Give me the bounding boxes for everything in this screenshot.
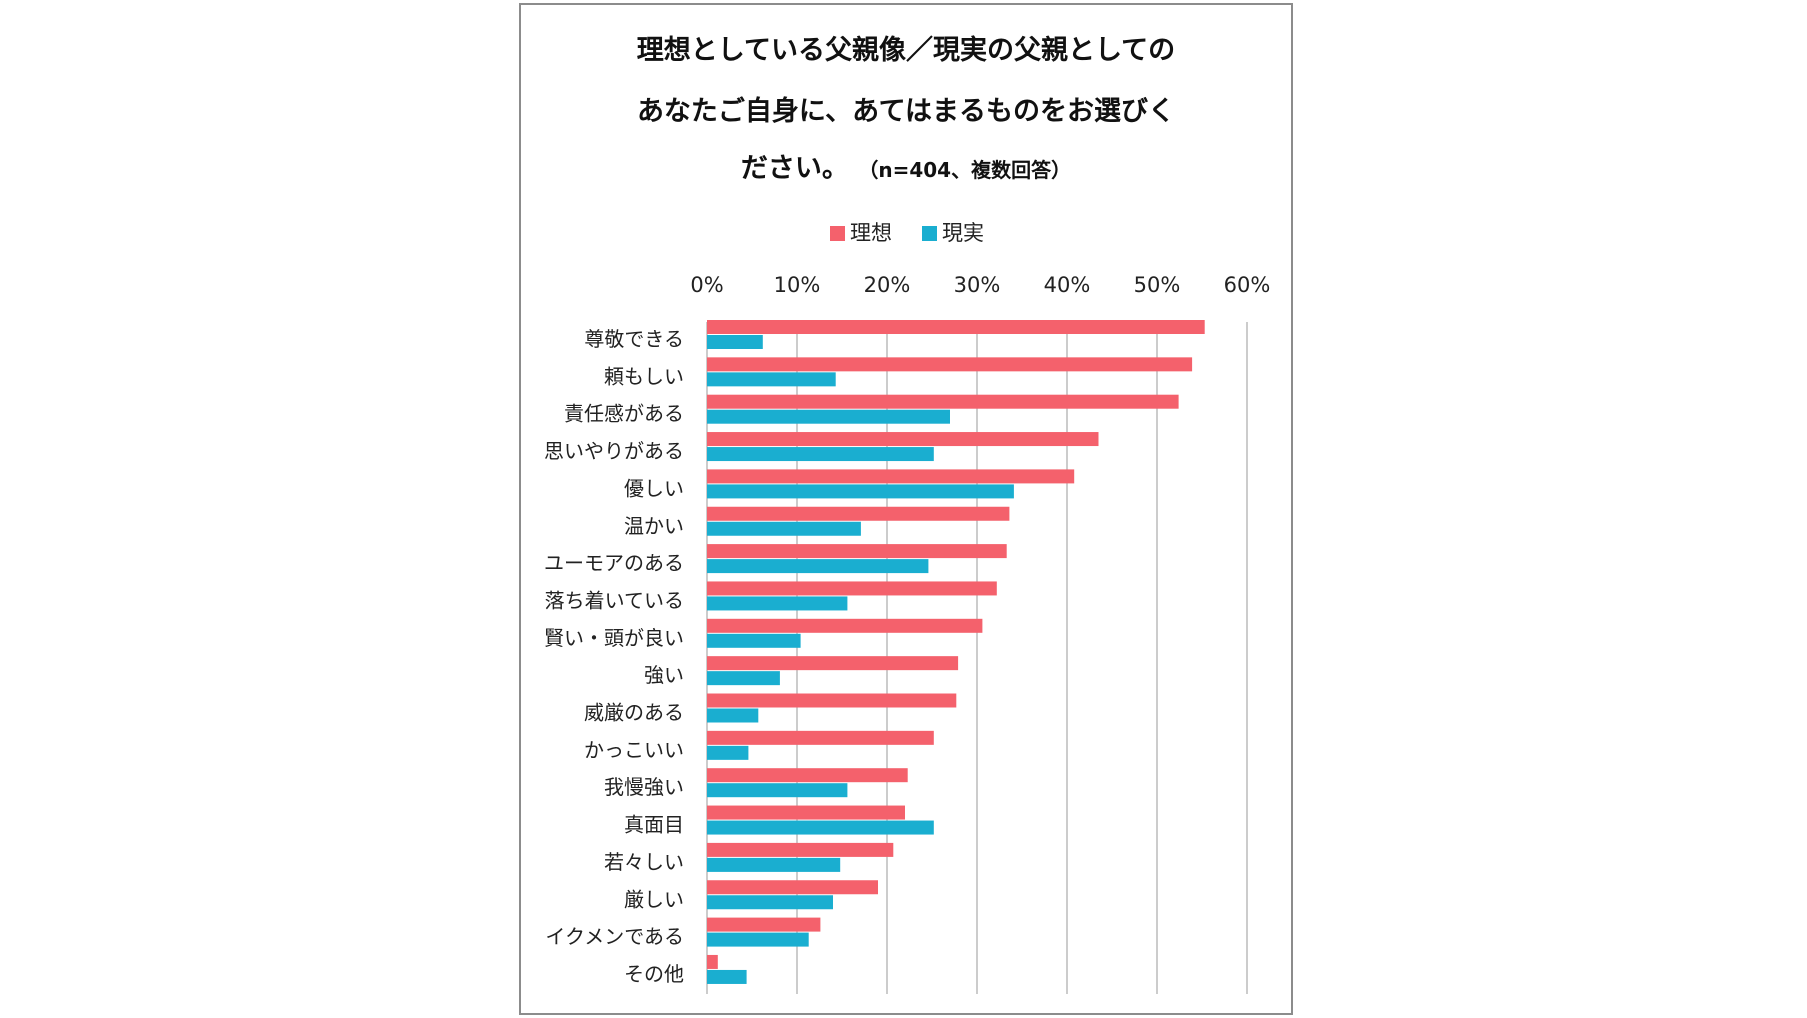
x-tick-label: 20% <box>864 273 911 297</box>
bar-ideal <box>707 432 1099 447</box>
category-label: 思いやりがある <box>544 439 684 463</box>
bar-ideal <box>707 656 959 671</box>
bar-actual <box>707 409 950 424</box>
category-label: 温かい <box>624 514 684 538</box>
bar-ideal <box>707 842 894 857</box>
chart-title-line-3-text: ださい。 <box>740 153 849 184</box>
bar-ideal <box>707 469 1075 484</box>
bar-actual <box>707 633 801 648</box>
bar-actual <box>707 671 780 686</box>
bar-actual <box>707 335 763 349</box>
x-tick-label: 60% <box>1224 273 1271 297</box>
category-label: その他 <box>624 962 684 986</box>
bar-ideal <box>707 730 934 745</box>
bar-ideal <box>707 544 1007 559</box>
category-label: 若々しい <box>604 850 684 874</box>
bar-actual <box>707 484 1014 499</box>
category-label: ユーモアのある <box>544 551 684 575</box>
chart-title-line-3: ださい。 （n=404、複数回答） <box>519 146 1293 185</box>
category-label: 真面目 <box>624 813 684 837</box>
category-label: 強い <box>644 663 684 687</box>
category-label: 責任感がある <box>564 402 684 426</box>
bar-ideal <box>707 394 1179 409</box>
category-label: 優しい <box>624 476 684 500</box>
category-label: イクメンである <box>545 925 684 949</box>
chart-title-line-1: 理想としている父親像／現実の父親としての <box>636 35 1176 66</box>
legend-label: 理想 <box>850 221 892 245</box>
category-label: かっこいい <box>584 738 684 762</box>
bar-actual <box>707 783 848 798</box>
bar-ideal <box>707 581 997 596</box>
category-label: 威厳のある <box>584 701 684 725</box>
x-tick-label: 50% <box>1134 273 1181 297</box>
bar-actual <box>707 895 833 910</box>
bar-actual <box>707 745 749 760</box>
bar-ideal <box>707 357 1193 372</box>
chart-title-line-2: あなたご自身に、あてはまるものをお選びく <box>636 96 1176 127</box>
legend-swatch-1 <box>922 226 937 241</box>
x-tick-label: 0% <box>690 273 723 297</box>
bar-actual <box>707 969 747 984</box>
x-tick-label: 40% <box>1044 273 1091 297</box>
category-label: 落ち着いている <box>545 588 684 612</box>
legend-label: 現実 <box>942 221 984 245</box>
bar-ideal <box>707 768 908 783</box>
bar-actual <box>707 932 809 947</box>
category-label: 賢い・頭が良い <box>544 626 684 650</box>
category-label: 厳しい <box>624 887 684 911</box>
bar-actual <box>707 521 861 536</box>
bar-ideal <box>707 506 1010 521</box>
legend-swatch-0 <box>830 226 845 241</box>
category-label: 頼もしい <box>604 364 684 388</box>
bar-actual <box>707 820 934 835</box>
bar-actual <box>707 447 934 462</box>
x-tick-label: 30% <box>954 273 1001 297</box>
bar-ideal <box>707 954 718 969</box>
chart-subtitle: （n=404、複数回答） <box>858 158 1072 182</box>
bar-ideal <box>707 618 983 633</box>
bar-actual <box>707 372 836 387</box>
bar-ideal <box>707 917 821 932</box>
bar-ideal <box>707 880 878 895</box>
bar-actual <box>707 596 848 611</box>
bar-actual <box>707 559 929 574</box>
category-label: 我慢強い <box>604 775 684 799</box>
bar-actual <box>707 857 841 872</box>
category-label: 尊敬できる <box>584 327 684 351</box>
chart-frame <box>519 3 1293 1015</box>
bar-actual <box>707 708 759 723</box>
bar-ideal <box>707 693 957 708</box>
bar-ideal <box>707 320 1205 334</box>
bar-ideal <box>707 805 905 820</box>
x-tick-label: 10% <box>774 273 821 297</box>
